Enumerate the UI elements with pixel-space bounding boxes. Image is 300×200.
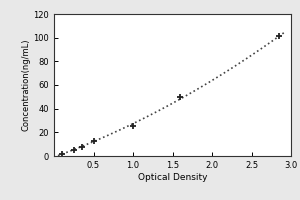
X-axis label: Optical Density: Optical Density (138, 173, 207, 182)
Y-axis label: Concentration(ng/mL): Concentration(ng/mL) (22, 39, 31, 131)
